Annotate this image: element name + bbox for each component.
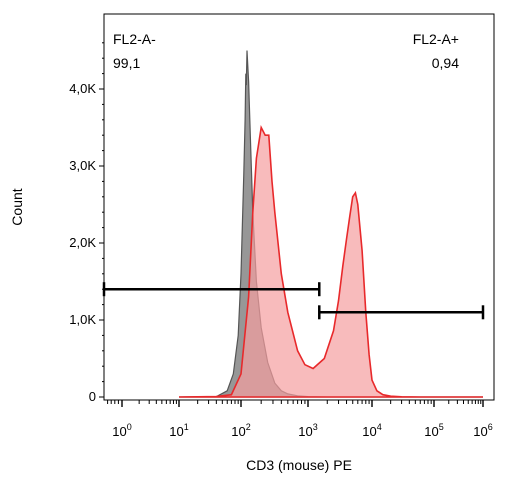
gate-right-name: FL2-A+ [413,31,459,47]
x-tick-label-3: 103 [298,422,317,439]
y-tick-label-0: 0 [89,389,96,404]
x-axis: 100 101 102 103 104 105 106 [107,400,493,439]
y-axis-label: Count [9,188,25,225]
gate-negative-bar [102,282,321,297]
y-tick-label-3: 3,0K [69,158,96,173]
y-tick-label-1: 1,0K [69,312,96,327]
gate-positive-bar [318,305,485,320]
x-tick-label-4: 104 [362,422,381,439]
series-layer [178,50,483,398]
plot-frame [103,13,495,401]
series-2-area [178,124,483,398]
x-tick-label-6: 106 [473,422,492,439]
y-tick-label-2: 2,0K [69,235,96,250]
y-tick-label-4: 4,0K [69,81,96,96]
x-axis-label: CD3 (mouse) PE [246,457,352,473]
x-tick-label-1: 101 [169,422,188,439]
x-tick-label-0: 100 [112,422,131,439]
x-tick-label-5: 105 [424,422,443,439]
gate-left-name: FL2-A- [113,31,156,47]
gate-right-value: 0,94 [432,55,459,71]
x-tick-label-2: 102 [231,422,250,439]
gate-layer [102,282,485,320]
y-axis: 0 1,0K 2,0K 3,0K 4,0K [69,42,104,404]
gate-left-value: 99,1 [113,55,140,71]
